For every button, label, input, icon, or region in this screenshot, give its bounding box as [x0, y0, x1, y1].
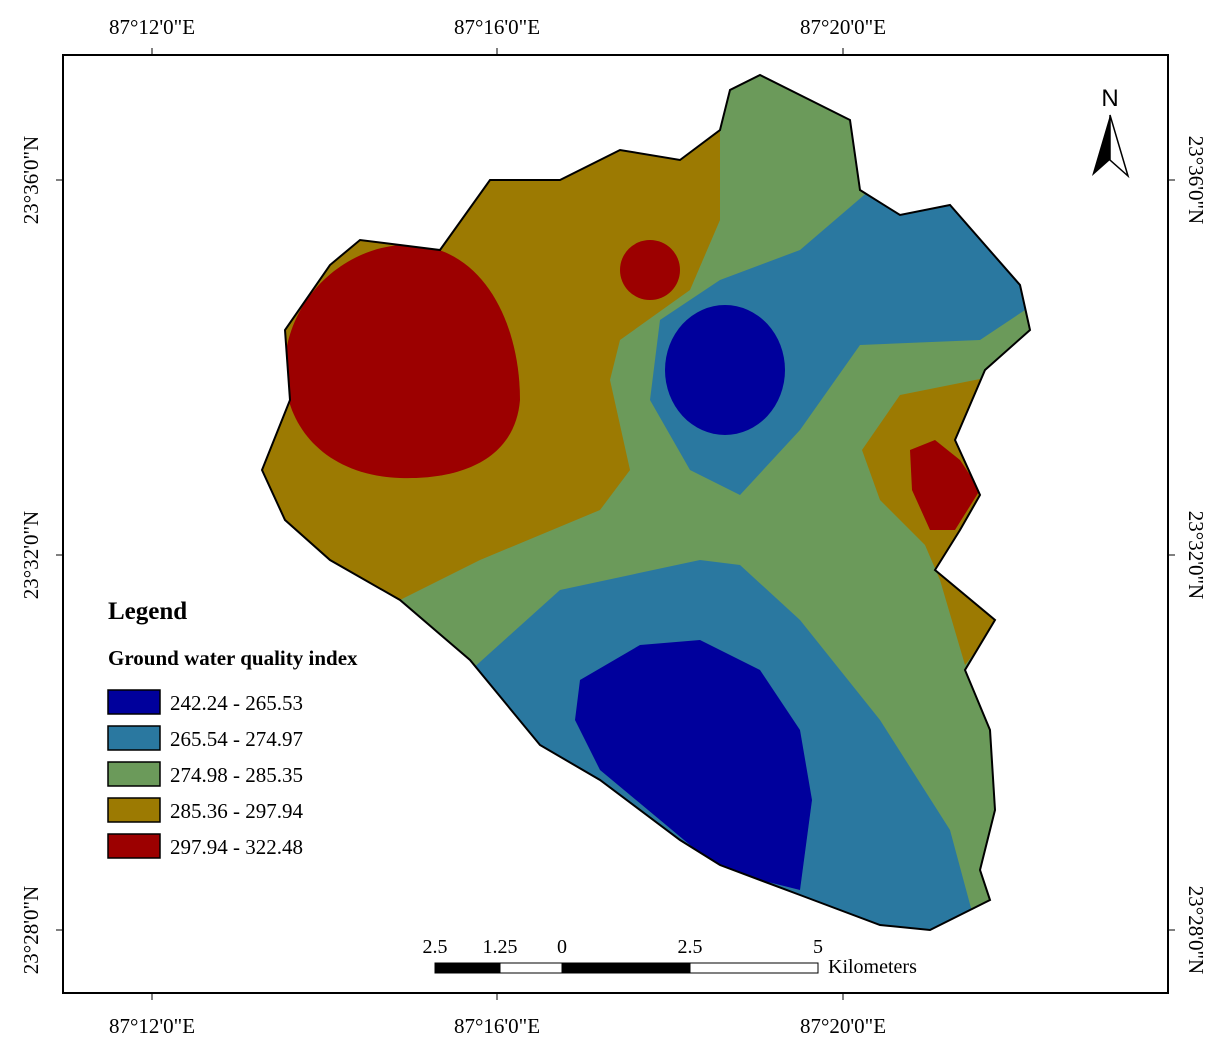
north-arrow: N	[1092, 85, 1130, 179]
longitude-label: 87°12'0"E	[109, 15, 195, 39]
region	[665, 305, 785, 435]
region	[910, 440, 980, 530]
legend-swatch	[107, 797, 161, 823]
scale-segment	[434, 962, 501, 974]
north-arrow-left	[1092, 115, 1110, 176]
region	[575, 640, 812, 890]
latitude-label: 23°32'0"N	[1184, 511, 1208, 599]
legend-swatch	[107, 725, 161, 751]
graticule-ticks	[56, 48, 1175, 1000]
legend-swatch	[107, 689, 161, 715]
legend-label: 274.98 - 285.35	[170, 763, 303, 787]
legend: Legend Ground water quality index 242.24…	[107, 598, 358, 859]
latitude-label: 23°28'0"N	[19, 886, 43, 974]
scale-label: 1.25	[483, 936, 518, 958]
longitude-label: 87°16'0"E	[454, 15, 540, 39]
scale-label: 2.5	[678, 936, 703, 958]
north-label: N	[1101, 85, 1118, 112]
legend-swatch	[107, 761, 161, 787]
longitude-label: 87°20'0"E	[800, 15, 886, 39]
scale-segment	[689, 962, 819, 974]
region	[620, 240, 680, 300]
scale-bar: 2.5 1.25 0 2.5 5 Kilometers	[423, 936, 918, 978]
scale-label: 5	[813, 936, 823, 958]
longitude-label: 87°16'0"E	[454, 1014, 540, 1038]
scale-segment	[499, 962, 563, 974]
legend-label: 265.54 - 274.97	[170, 727, 303, 751]
scale-label: 0	[557, 936, 567, 958]
latitude-label: 23°32'0"N	[19, 511, 43, 599]
legend-title: Legend	[108, 598, 187, 625]
latitude-label: 23°28'0"N	[1184, 886, 1208, 974]
scale-label: 2.5	[423, 936, 448, 958]
longitude-label: 87°12'0"E	[109, 1014, 195, 1038]
latitude-label: 23°36'0"N	[1184, 136, 1208, 224]
region	[284, 244, 520, 479]
scale-unit: Kilometers	[828, 956, 917, 978]
coordinate-labels: 87°12'0"E 87°16'0"E 87°20'0"E 87°12'0"E …	[19, 15, 1208, 1038]
legend-swatch	[107, 833, 161, 859]
north-arrow-right	[1109, 114, 1130, 179]
legend-subtitle: Ground water quality index	[108, 646, 358, 670]
legend-label: 242.24 - 265.53	[170, 691, 303, 715]
longitude-label: 87°20'0"E	[800, 1014, 886, 1038]
latitude-label: 23°36'0"N	[19, 136, 43, 224]
scale-segment	[561, 962, 691, 974]
legend-label: 297.94 - 322.48	[170, 835, 303, 859]
legend-label: 285.36 - 297.94	[170, 799, 303, 823]
